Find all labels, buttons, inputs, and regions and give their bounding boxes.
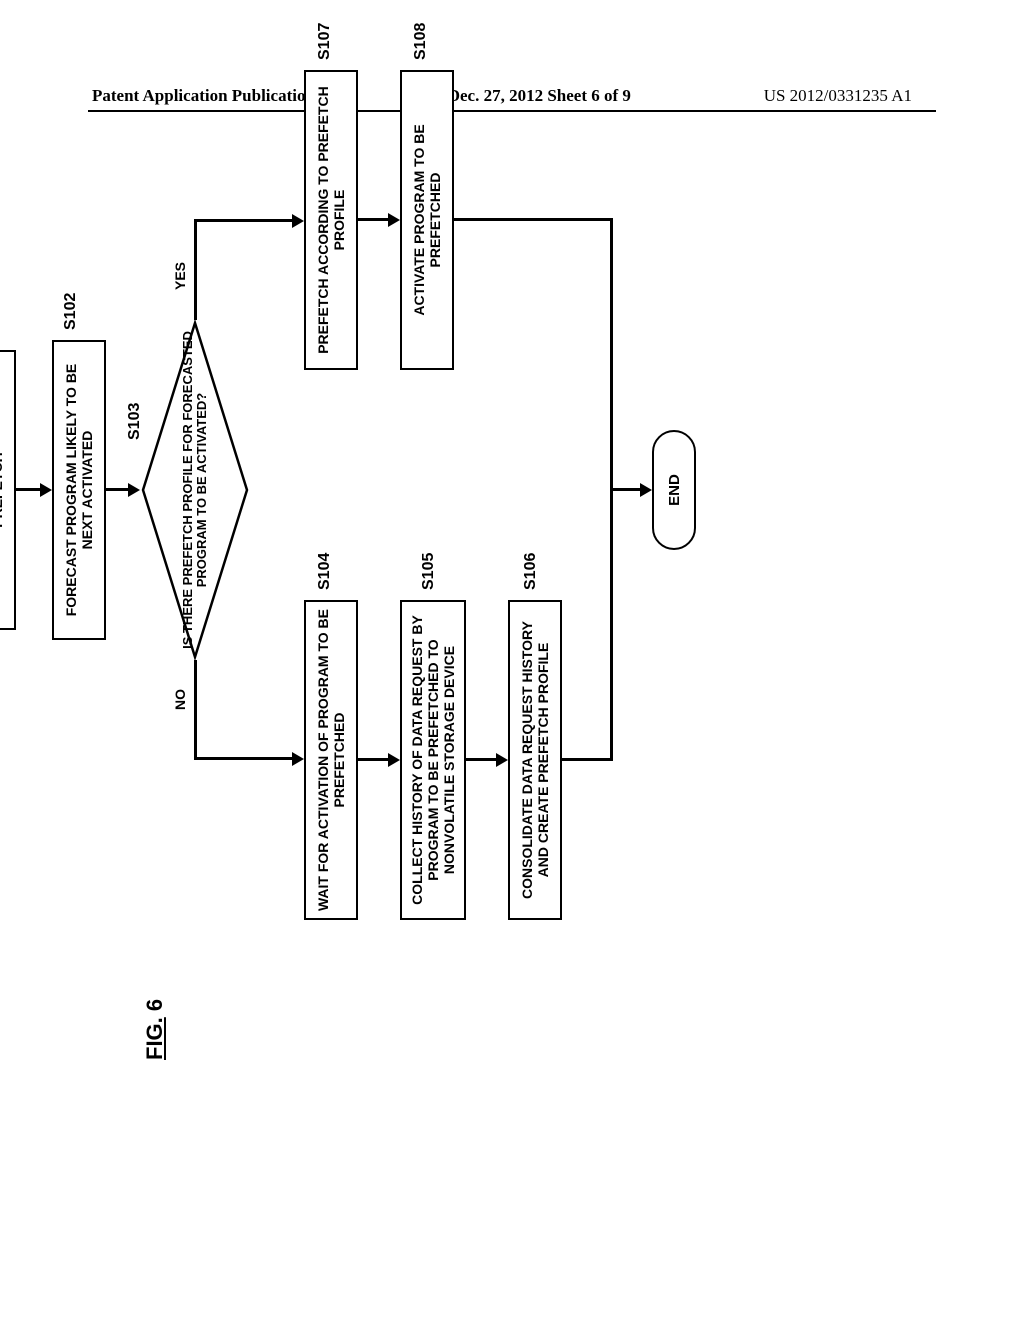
arrow xyxy=(562,759,612,762)
flow-s108: ACTIVATE PROGRAM TO BE PREFETCHED xyxy=(400,70,454,370)
label-s105: S105 xyxy=(420,553,438,590)
label-s106: S106 xyxy=(522,553,540,590)
flowchart: PREFETCH START SET BLOCK SIZE USED FOR P… xyxy=(0,360,1024,1080)
arrow xyxy=(610,489,642,492)
flow-s107: PREFETCH ACCORDING TO PREFETCH PROFILE xyxy=(304,70,358,370)
arrow xyxy=(454,219,612,222)
page-header: Patent Application Publication Dec. 27, … xyxy=(0,86,1024,106)
arrow-head-icon xyxy=(496,753,508,767)
arrow xyxy=(194,220,294,223)
arrow-head-icon xyxy=(640,483,652,497)
arrow-head-icon xyxy=(40,483,52,497)
label-s104: S104 xyxy=(316,553,334,590)
header-left: Patent Application Publication xyxy=(92,86,315,106)
flow-end: END xyxy=(652,430,696,550)
flow-s102: FORECAST PROGRAM LIKELY TO BE NEXT ACTIV… xyxy=(52,340,106,640)
branch-yes: YES xyxy=(172,262,188,290)
branch-no: NO xyxy=(172,689,188,710)
arrow-head-icon xyxy=(292,752,304,766)
flow-s104: WAIT FOR ACTIVATION OF PROGRAM TO BE PRE… xyxy=(304,600,358,920)
arrow xyxy=(358,219,390,222)
arrow xyxy=(194,660,197,760)
arrow-head-icon xyxy=(292,214,304,228)
arrow xyxy=(16,489,42,492)
arrow xyxy=(194,220,197,320)
arrow xyxy=(106,489,130,492)
flow-s103: IS THERE PREFETCH PROFILE FOR FORECASTED… xyxy=(140,320,250,660)
label-s103: S103 xyxy=(126,403,144,440)
arrow xyxy=(358,759,390,762)
header-right: US 2012/0331235 A1 xyxy=(764,86,912,106)
arrow-head-icon xyxy=(128,483,140,497)
flow-s106: CONSOLIDATE DATA REQUEST HISTORY AND CRE… xyxy=(508,600,562,920)
label-s107: S107 xyxy=(316,23,334,60)
flow-s101: SET BLOCK SIZE USED FOR PREFETCH xyxy=(0,350,16,630)
decision-text: IS THERE PREFETCH PROFILE FOR FORECASTED… xyxy=(181,320,210,660)
header-center: Dec. 27, 2012 Sheet 6 of 9 xyxy=(448,86,631,106)
arrow-head-icon xyxy=(388,213,400,227)
label-s102: S102 xyxy=(62,293,80,330)
flow-s105: COLLECT HISTORY OF DATA REQUEST BY PROGR… xyxy=(400,600,466,920)
arrow-head-icon xyxy=(388,753,400,767)
arrow xyxy=(466,759,498,762)
label-s108: S108 xyxy=(412,23,430,60)
header-rule xyxy=(88,110,936,112)
arrow xyxy=(194,758,294,761)
